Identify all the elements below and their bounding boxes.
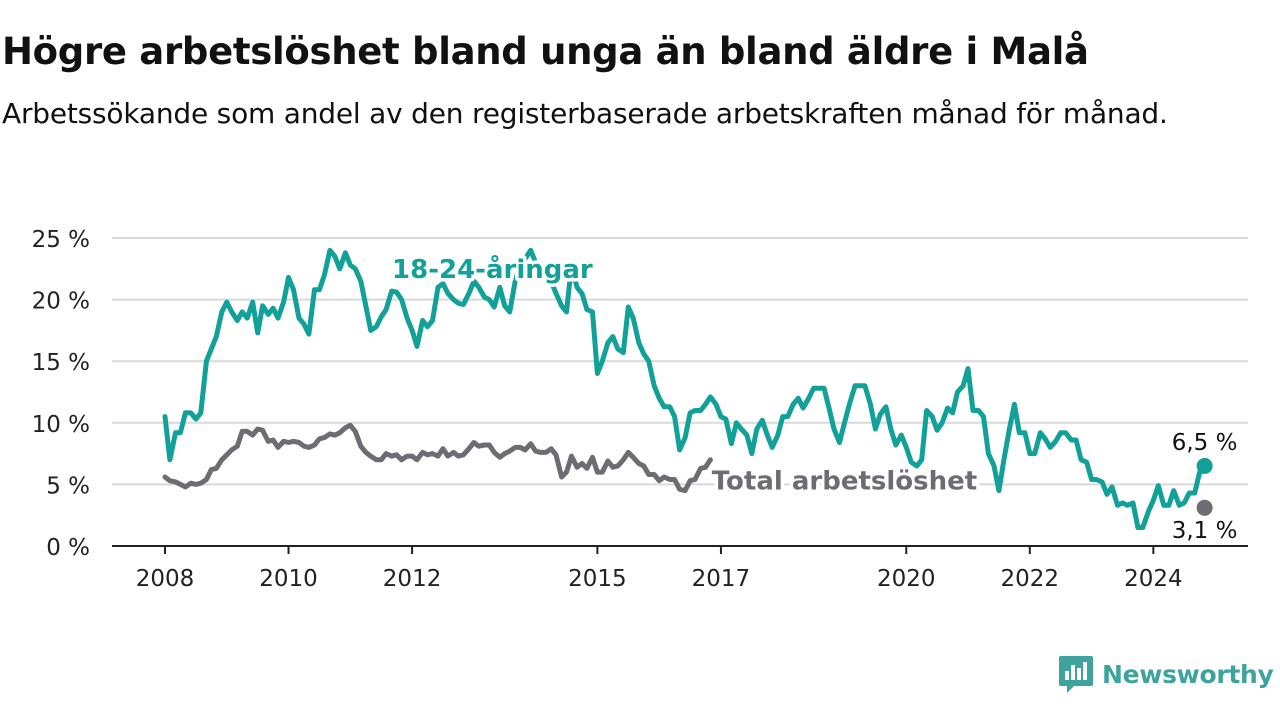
series-line-total bbox=[162, 422, 713, 494]
y-tick-labels: 0 % 5 % 10 % 15 % 20 % 25 % bbox=[32, 227, 90, 561]
brand: Newsworthy bbox=[1058, 654, 1274, 694]
y-tick-label: 20 % bbox=[32, 289, 90, 315]
series-lines bbox=[162, 247, 1208, 530]
x-tick-label: 2010 bbox=[259, 566, 318, 592]
newsworthy-logo-icon bbox=[1059, 656, 1093, 693]
y-tick-label: 15 % bbox=[32, 350, 90, 376]
x-tick-label: 2020 bbox=[877, 566, 936, 592]
series-line-young bbox=[162, 247, 1208, 530]
y-gridlines bbox=[112, 237, 1248, 486]
chart-subtitle: Arbetssökande som andel av den registerb… bbox=[2, 97, 1168, 130]
x-tick-label: 2022 bbox=[1001, 566, 1060, 592]
series-labels: 18-24-åringar Total arbetslöshet 6,5 % 3,1 … bbox=[389, 249, 1241, 547]
series-annotation-label: Total arbetslöshet bbox=[712, 467, 977, 497]
series-annotation-label: 18-24-åringar bbox=[392, 253, 593, 285]
endpoint-value-total: 3,1 % bbox=[1172, 518, 1238, 544]
endpoint-marker-young bbox=[1196, 457, 1213, 474]
y-tick-label: 5 % bbox=[46, 473, 90, 499]
y-tick-label: 25 % bbox=[32, 227, 90, 253]
endpoint-marker-total bbox=[1196, 499, 1213, 516]
brand-name: Newsworthy bbox=[1102, 659, 1274, 689]
x-axis: 2008 2010 2012 2015 2017 2020 2022 2024 bbox=[112, 545, 1248, 592]
x-tick-label: 2015 bbox=[568, 566, 627, 592]
x-tick-label: 2008 bbox=[136, 566, 195, 592]
y-tick-label: 0 % bbox=[46, 535, 90, 561]
chart-title: Högre arbetslöshet bland unga än bland ä… bbox=[2, 30, 1089, 73]
x-tick-label: 2024 bbox=[1124, 566, 1183, 592]
x-tick-label: 2012 bbox=[383, 566, 442, 592]
x-tick-label: 2017 bbox=[692, 566, 751, 592]
y-tick-label: 10 % bbox=[32, 412, 90, 438]
endpoint-value-young: 6,5 % bbox=[1172, 430, 1238, 456]
